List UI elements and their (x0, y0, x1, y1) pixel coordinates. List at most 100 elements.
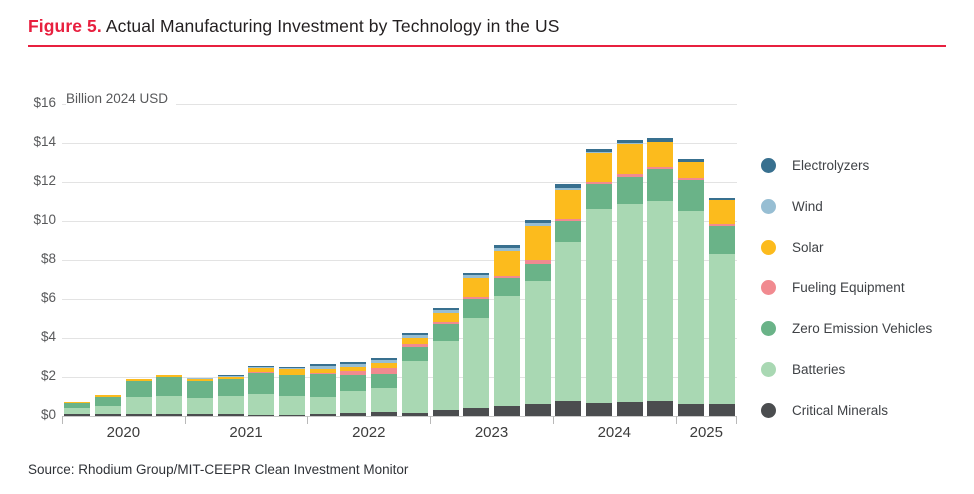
bar-segment-electrolyzers (340, 362, 367, 364)
x-axis-tick (736, 416, 737, 424)
bar-segment-batteries (677, 211, 704, 404)
bar-segment-batteries (371, 388, 398, 412)
gridline (62, 221, 737, 222)
bar-segment-electrolyzers (677, 159, 704, 163)
bar-2025-q1 (677, 159, 704, 416)
legend-label: Zero Emission Vehicles (792, 321, 933, 337)
bar-2021-q2 (217, 374, 244, 416)
bar-segment-batteries (585, 208, 612, 403)
bar-segment-zero-emission-vehicles (493, 278, 520, 297)
bar-segment-batteries (463, 317, 490, 409)
bar-2022-q1 (309, 364, 336, 416)
bar-segment-batteries (64, 408, 91, 415)
bar-segment-fueling-equipment (463, 297, 490, 300)
x-year-label-2025: 2025 (689, 424, 723, 441)
bar-segment-critical-minerals (432, 410, 459, 416)
bar-segment-zero-emission-vehicles (217, 378, 244, 396)
legend-dot-icon (761, 402, 776, 418)
bar-segment-zero-emission-vehicles (401, 346, 428, 362)
gridline (62, 338, 737, 339)
bar-segment-batteries (340, 391, 367, 413)
legend-dot-icon (761, 321, 776, 337)
y-tick-label: $10 (33, 212, 56, 227)
bar-segment-wind (432, 310, 459, 313)
bar-segment-solar (493, 251, 520, 277)
bar-segment-fueling-equipment (401, 343, 428, 347)
bar-segment-solar (64, 401, 91, 404)
bar-segment-critical-minerals (95, 414, 122, 416)
x-year-label-2024: 2024 (597, 424, 631, 441)
bar-segment-zero-emission-vehicles (677, 180, 704, 212)
bar-segment-electrolyzers (432, 307, 459, 311)
bar-segment-fueling-equipment (371, 368, 398, 374)
bar-2020-q1 (64, 401, 91, 416)
bar-segment-electrolyzers (585, 148, 612, 152)
bar-segment-electrolyzers (524, 220, 551, 224)
source-attribution: Source: Rhodium Group/MIT-CEEPR Clean In… (28, 462, 409, 477)
gridline (62, 299, 737, 300)
bar-2020-q3 (125, 379, 152, 416)
figure-title: Figure 5. Actual Manufacturing Investmen… (28, 16, 559, 37)
legend-dot-icon (761, 198, 776, 214)
y-axis: $16 $14 $12 $10 $8 $6 $4 $2 $0 (0, 95, 56, 422)
legend-dot-icon (761, 158, 776, 173)
bar-segment-critical-minerals (708, 403, 735, 416)
bar-segment-solar (616, 144, 643, 175)
legend-label: Critical Minerals (792, 402, 889, 418)
bar-segment-solar (125, 379, 152, 382)
bar-segment-wind (279, 367, 306, 369)
y-tick-label: $4 (40, 329, 56, 344)
figure-title-text: Actual Manufacturing Investment by Techn… (105, 16, 560, 36)
x-axis-tick (184, 416, 186, 424)
bar-segment-batteries (616, 204, 643, 402)
plot-area: 2020 2021 2022 2023 2024 2025 (62, 104, 737, 441)
legend-item-fueling-equipment: Fueling Equipment (761, 280, 932, 296)
bar-segment-batteries (493, 296, 520, 407)
bar-2022-q2 (340, 362, 367, 416)
bar-segment-solar (401, 338, 428, 344)
bar-segment-critical-minerals (585, 402, 612, 416)
bar-segment-critical-minerals (524, 404, 551, 416)
bar-segment-batteries (156, 395, 183, 414)
y-tick-label: $6 (40, 290, 56, 305)
bar-segment-batteries (647, 200, 674, 401)
bar-segment-fueling-equipment (677, 177, 704, 181)
bar-segment-critical-minerals (156, 413, 183, 416)
bar-segment-critical-minerals (647, 401, 674, 416)
bar-segment-electrolyzers (248, 365, 275, 367)
y-tick-label: $0 (40, 407, 56, 422)
bar-segment-batteries (708, 253, 735, 404)
bar-segment-zero-emission-vehicles (156, 377, 183, 396)
bar-segment-zero-emission-vehicles (616, 176, 643, 205)
figure-number-label: Figure 5. (28, 16, 102, 36)
gridline (62, 182, 737, 183)
bar-segment-electrolyzers (463, 272, 490, 276)
bar-segment-solar (524, 226, 551, 261)
gridline (62, 260, 737, 261)
bar-segment-wind (463, 275, 490, 278)
bar-segment-critical-minerals (463, 408, 490, 416)
bar-segment-wind (217, 375, 244, 377)
bar-segment-solar (217, 376, 244, 379)
bar-segment-zero-emission-vehicles (279, 374, 306, 396)
bar-segment-wind (493, 247, 520, 252)
x-year-label-2022: 2022 (352, 424, 386, 441)
bar-2023-q1 (432, 307, 459, 416)
legend-label: Wind (792, 198, 823, 214)
title-rule (28, 45, 946, 47)
bar-segment-critical-minerals (371, 411, 398, 416)
legend-label: Fueling Equipment (792, 280, 905, 296)
bar-segment-zero-emission-vehicles (371, 373, 398, 389)
bar-2022-q3 (371, 357, 398, 416)
bar-segment-wind (340, 363, 367, 367)
bar-segment-fueling-equipment (493, 276, 520, 279)
bar-segment-critical-minerals (401, 412, 428, 416)
bar-segment-solar (432, 312, 459, 322)
bar-segment-critical-minerals (309, 414, 336, 416)
bar-segment-solar (248, 367, 275, 373)
bar-segment-batteries (187, 398, 214, 415)
bar-2023-q3 (493, 245, 520, 416)
bar-segment-solar (309, 369, 336, 374)
x-axis-tick (552, 416, 554, 424)
bar-segment-fueling-equipment (432, 321, 459, 324)
